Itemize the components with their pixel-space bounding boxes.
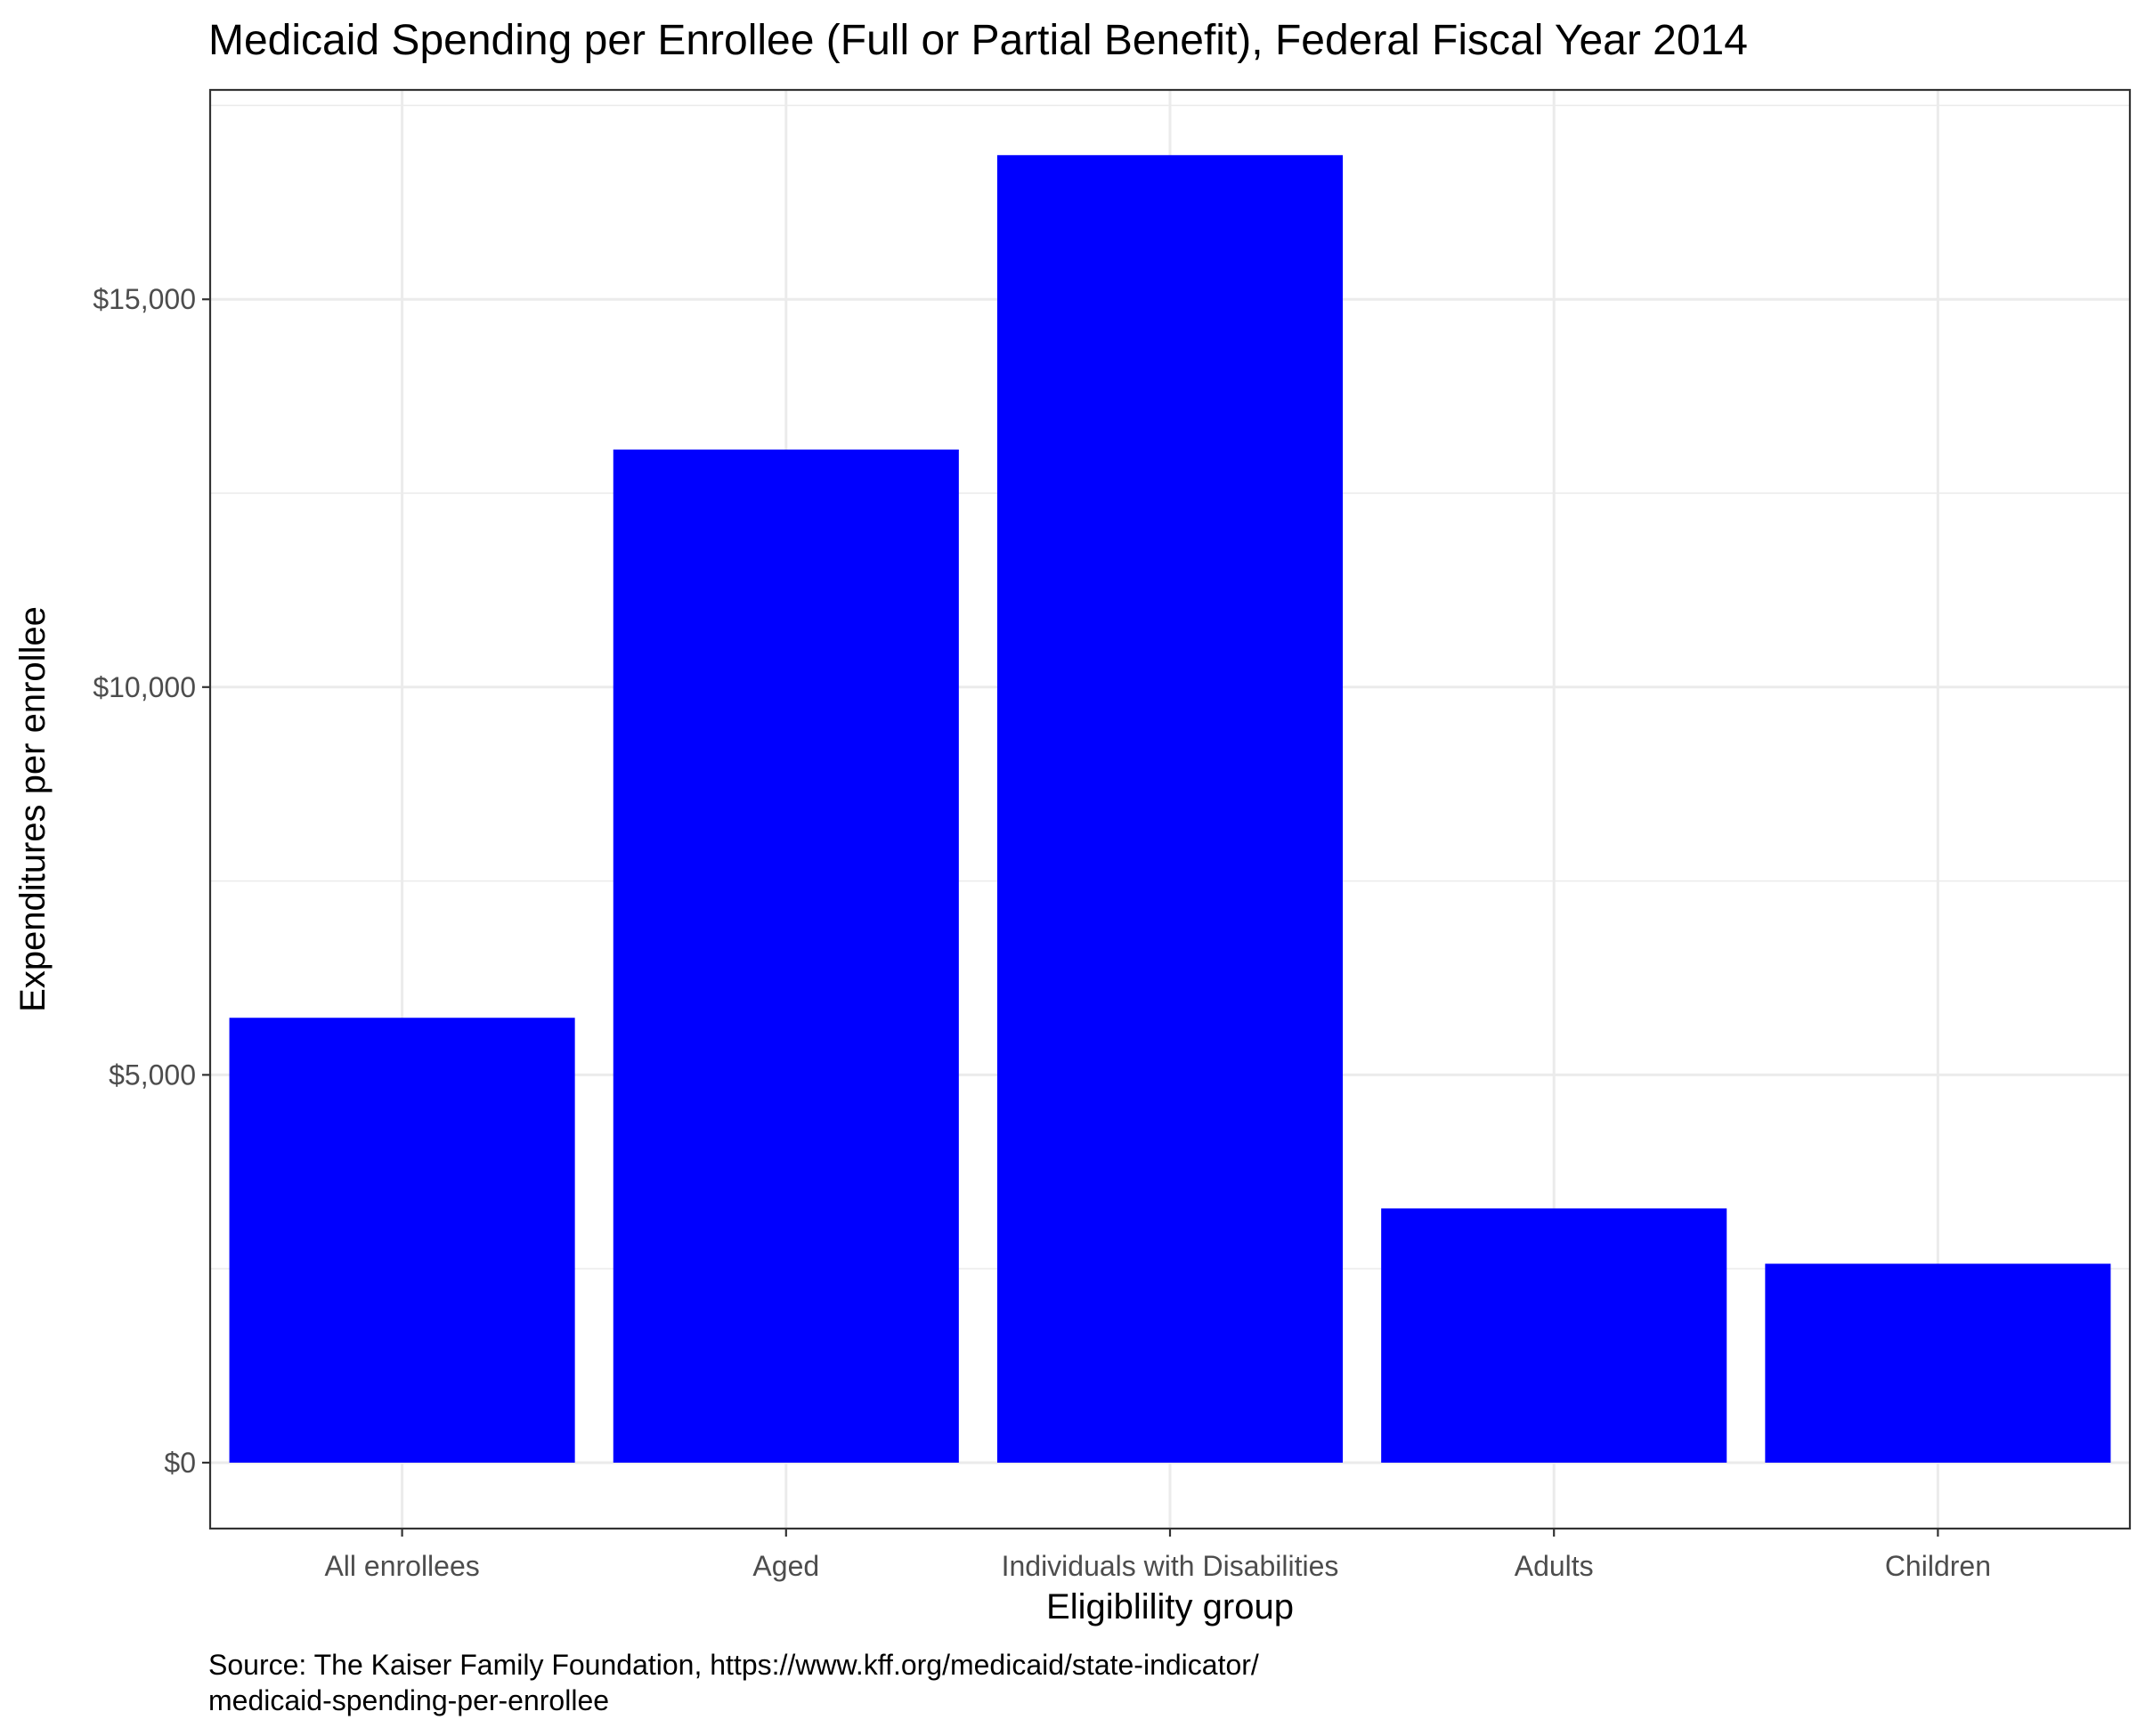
y-axis-title: Expenditures per enrollee (13, 606, 53, 1012)
y-tick-label: $15,000 (93, 283, 196, 315)
x-tick-label: Aged (752, 1550, 819, 1582)
bar-adults (1381, 1208, 1727, 1463)
source-caption-line-1: Source: The Kaiser Family Foundation, ht… (208, 1649, 1259, 1681)
bar-children (1765, 1263, 2111, 1463)
bar-aged (613, 449, 959, 1463)
bar-all-enrollees (229, 1018, 575, 1463)
y-tick-label: $5,000 (109, 1059, 196, 1091)
x-tick-label: All enrollees (324, 1550, 479, 1582)
x-tick-label: Individuals with Disabilities (1002, 1550, 1339, 1582)
source-caption-line-2: medicaid-spending-per-enrollee (208, 1684, 610, 1716)
axes: $0 $5,000 $10,000 $15,000 All enrollees Aged I… (93, 283, 1991, 1582)
x-tick-label: Adults (1515, 1550, 1594, 1582)
bars (229, 155, 2111, 1463)
bar-individuals-with-disabilities (996, 155, 1344, 1463)
chart-title: Medicaid Spending per Enrollee (Full or … (208, 17, 1748, 64)
source-caption: Source: The Kaiser Family Foundation, ht… (208, 1647, 1259, 1718)
x-tick-label: Children (1885, 1550, 1991, 1582)
x-axis-title: Eligiblility group (1046, 1587, 1294, 1626)
y-tick-label: $10,000 (93, 671, 196, 703)
y-tick-label: $0 (164, 1447, 196, 1479)
